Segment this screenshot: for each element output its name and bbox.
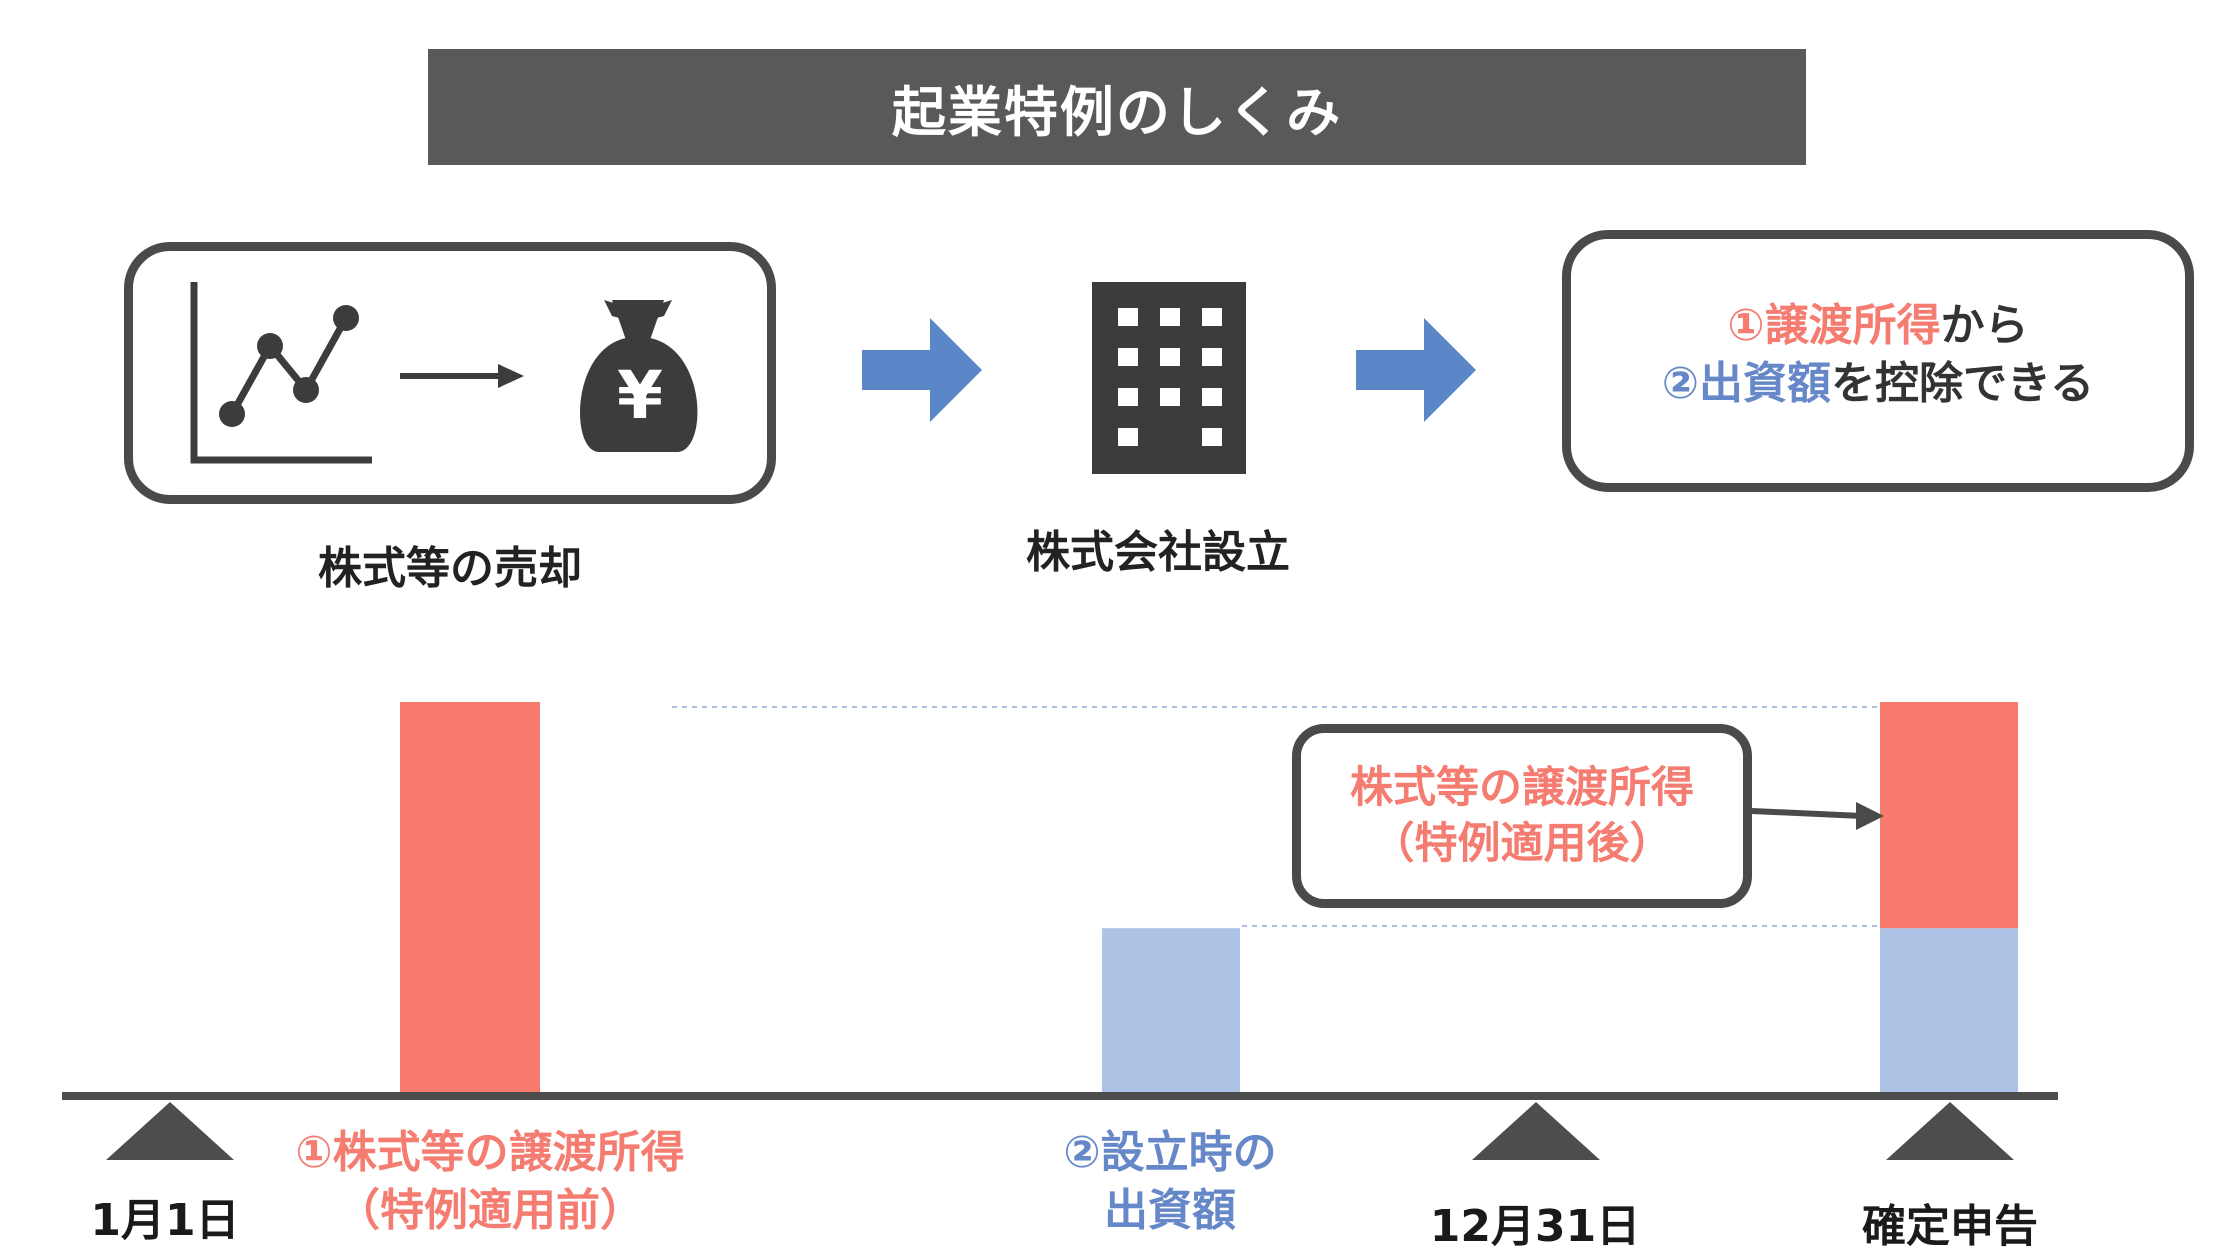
yen-symbol: ¥ — [617, 357, 663, 434]
callout-box — [1292, 724, 1752, 908]
investment-bar-label-line-2: 出資額 — [1104, 1185, 1236, 1236]
gain-bar-label-line-1: ①株式等の譲渡所得 — [295, 1127, 685, 1178]
company-setup-label: 株式会社設立 — [1026, 527, 1290, 578]
gain-bar-label: ①株式等の譲渡所得 （特例適用前） — [240, 1124, 740, 1240]
line-chart-icon — [190, 282, 372, 464]
callout-text: 株式等の譲渡所得 （特例適用後） — [1300, 760, 1744, 872]
after-investment-segment — [1880, 928, 2018, 1092]
flow-arrow-icon-2 — [1356, 318, 1476, 422]
timeline-dec31: 12月31日 — [1429, 1201, 1641, 1252]
result-text: ①譲渡所得から ②出資額を控除できる — [1580, 297, 2176, 413]
result-investment: ②出資額 — [1661, 358, 1832, 409]
to-money-arrow-icon — [400, 364, 524, 388]
gain-bar-label-line-2: （特例適用前） — [336, 1185, 644, 1236]
callout-line-2: （特例適用後） — [1371, 819, 1673, 869]
investment-bar-label-line-1: ②設立時の — [1063, 1127, 1277, 1178]
after-gain-segment — [1880, 702, 2018, 929]
money-bag-icon: ¥ — [580, 300, 698, 453]
stock-sale-label: 株式等の売却 — [318, 543, 582, 594]
callout-line-1: 株式等の譲渡所得 — [1350, 763, 1694, 813]
result-box — [1562, 230, 2194, 492]
timeline-marker-jan1 — [106, 1102, 234, 1160]
flow-arrow-icon-1 — [862, 318, 982, 422]
timeline-marker-dec31 — [1472, 1102, 1600, 1160]
timeline-jan1: 1月1日 — [90, 1195, 240, 1246]
result-line-2: ②出資額を控除できる — [1580, 355, 2176, 413]
investment-bar — [1102, 928, 1240, 1092]
result-transfer-income: ①譲渡所得 — [1727, 300, 1941, 351]
callout-arrow-icon — [1751, 802, 1884, 830]
investment-bar-label: ②設立時の 出資額 — [1000, 1124, 1340, 1240]
timeline-filing: 確定申告 — [1862, 1201, 2038, 1252]
timeline-marker-filing — [1886, 1102, 2014, 1160]
result-line-1: ①譲渡所得から — [1580, 297, 2176, 355]
result-from-text: から — [1940, 300, 2029, 351]
building-icon — [1092, 282, 1246, 474]
page-title: 起業特例のしくみ — [428, 49, 1806, 165]
result-deduct-text: を控除できる — [1831, 358, 2095, 409]
gain-before-bar — [400, 702, 540, 1092]
